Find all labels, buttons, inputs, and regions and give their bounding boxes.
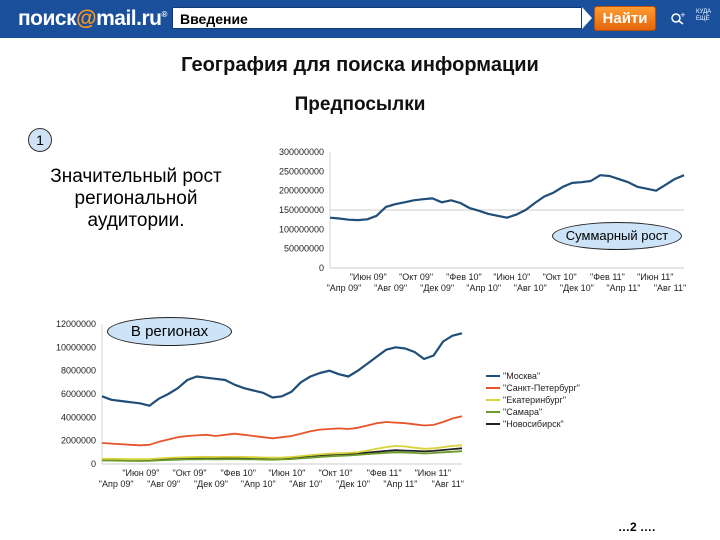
search-toolbar: поиск@mail.ru® Введение Найти + КУДА ЕЩЁ (0, 0, 720, 38)
x-tick-label: "Дек 09" (420, 283, 454, 293)
x-tick-label: "Фев 10" (220, 468, 256, 478)
x-tick-label: "Фев 11" (590, 272, 625, 282)
x-tick-label: "Фев 10" (446, 272, 482, 282)
y-tick-label: 8000000 (61, 366, 96, 376)
series-line-0 (101, 332, 463, 407)
search-arrow-icon (582, 7, 592, 29)
x-tick-label: "Апр 09" (327, 283, 362, 293)
find-button[interactable]: Найти (594, 6, 656, 31)
series-line-1 (101, 415, 463, 447)
search-query-text: Введение (180, 11, 248, 27)
x-tick-label: "Авг 11" (654, 283, 686, 293)
settings-icon[interactable]: + (670, 11, 686, 28)
svg-text:+: + (680, 11, 686, 19)
x-tick-label: "Авг 11" (432, 479, 464, 489)
x-tick-label: "Июн 11" (415, 468, 451, 478)
x-tick-label: "Дек 09" (194, 479, 228, 489)
legend-label: "Москва" (503, 371, 540, 381)
x-tick-label: "Фев 11" (367, 468, 402, 478)
x-tick-label: "Июн 10" (268, 468, 305, 478)
page-title: География для поиска информации (181, 54, 539, 76)
y-tick-label: 100000000 (279, 224, 324, 234)
y-tick-label: 150000000 (279, 205, 324, 215)
x-tick-label: "Июн 11" (637, 272, 673, 282)
x-tick-label: "Апр 10" (466, 283, 501, 293)
x-tick-label: "Авг 10" (289, 479, 322, 489)
step-badge: 1 (28, 128, 52, 152)
x-tick-label: "Июн 09" (122, 468, 159, 478)
x-tick-label: "Авг 10" (514, 283, 547, 293)
x-tick-label: "Окт 10" (318, 468, 352, 478)
y-tick-label: 200000000 (279, 186, 324, 196)
series-line-2 (101, 444, 463, 461)
x-tick-label: "Авг 09" (147, 479, 180, 489)
x-tick-label: "Окт 09" (399, 272, 433, 282)
x-tick-label: "Окт 09" (173, 468, 207, 478)
y-tick-label: 12000000 (56, 319, 96, 329)
x-tick-label: "Авг 09" (374, 283, 407, 293)
legend-label: "Новосибирск" (503, 419, 564, 429)
x-tick-label: "Дек 10" (336, 479, 370, 489)
x-tick-label: "Июн 09" (350, 272, 387, 282)
x-tick-label: "Дек 10" (560, 283, 594, 293)
x-tick-label: "Апр 09" (99, 479, 134, 489)
page-number: …2 …. (618, 520, 656, 534)
callout-regions: В регионах (107, 317, 232, 346)
search-history-icon[interactable]: КУДА ЕЩЁ (696, 9, 712, 22)
legend-label: "Самара" (503, 407, 542, 417)
y-tick-label: 6000000 (61, 389, 96, 399)
x-tick-label: "Окт 10" (543, 272, 577, 282)
y-tick-label: 0 (91, 459, 96, 469)
y-tick-label: 10000000 (56, 342, 96, 352)
x-tick-label: "Апр 11" (606, 283, 640, 293)
y-tick-label: 300000000 (279, 147, 324, 157)
y-tick-label: 4000000 (61, 412, 96, 422)
legend-label: "Екатеринбург" (503, 395, 566, 405)
series-line-0 (329, 174, 685, 222)
x-tick-label: "Апр 10" (241, 479, 276, 489)
x-tick-label: "Июн 10" (493, 272, 530, 282)
y-tick-label: 2000000 (61, 436, 96, 446)
x-tick-label: "Апр 11" (383, 479, 417, 489)
y-tick-label: 250000000 (279, 166, 324, 176)
callout-total-growth: Суммарный рост (552, 222, 682, 250)
y-tick-label: 0 (319, 263, 324, 273)
mail-ru-logo[interactable]: поиск@mail.ru® (18, 7, 167, 30)
legend-label: "Санкт-Петербург" (503, 383, 580, 393)
y-tick-label: 50000000 (284, 244, 324, 254)
section-subtitle: Предпосылки (294, 94, 426, 115)
search-input[interactable]: Введение (172, 7, 582, 29)
series-line-3 (101, 450, 463, 462)
description-text: Значительный рост региональной аудитории… (50, 166, 222, 231)
